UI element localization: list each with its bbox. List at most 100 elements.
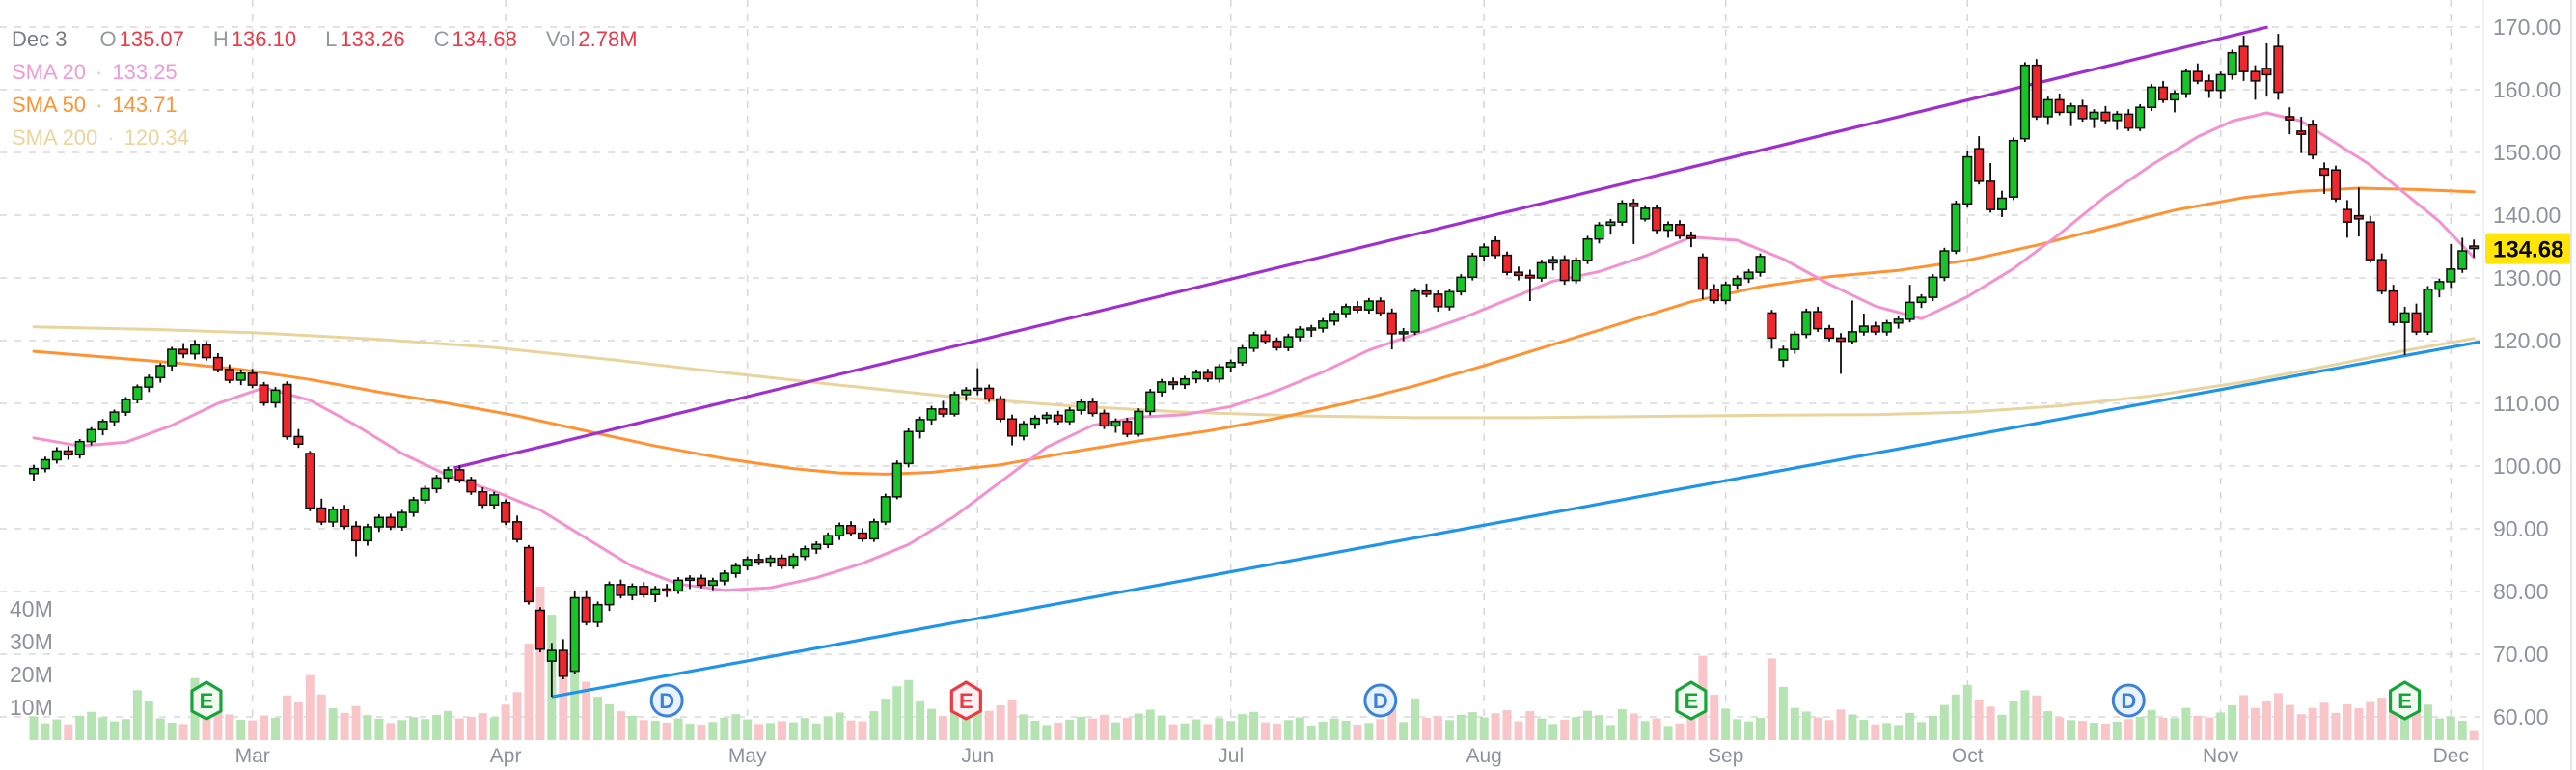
indicator-row-sma50[interactable]: SMA 50 · 143.71 <box>12 89 667 122</box>
last-price-tag[interactable] <box>2485 233 2570 264</box>
volume-bar <box>1663 726 1673 740</box>
candle-body <box>546 649 557 662</box>
volume-bar <box>374 718 384 740</box>
volume-bar <box>1007 699 1017 740</box>
candle-body <box>627 586 638 596</box>
candle-body <box>1996 197 2008 210</box>
volume-bar <box>2124 719 2133 740</box>
candle-body <box>235 372 246 381</box>
candle-body <box>2019 64 2030 140</box>
candle-body <box>97 421 108 431</box>
price-axis-label: 80.00 <box>2493 579 2549 604</box>
volume-bar <box>1710 695 1719 740</box>
candle-body <box>431 477 442 490</box>
volume-bar <box>2308 707 2317 740</box>
volume-bar <box>260 715 269 740</box>
indicator-row-sma20[interactable]: SMA 20 · 133.25 <box>12 56 667 89</box>
candle-body <box>742 559 753 567</box>
lower-support-line[interactable] <box>551 340 2480 699</box>
candle-body <box>1755 256 1766 273</box>
volume-bar <box>328 708 338 740</box>
volume-bar <box>167 722 177 740</box>
volume-bar <box>1790 707 1799 740</box>
volume-bar <box>2078 720 2088 740</box>
candle-body <box>1363 300 1374 311</box>
volume-bar <box>1054 722 1063 740</box>
earnings-badge[interactable] <box>949 680 982 721</box>
candle-body <box>1318 320 1329 329</box>
volume-bar <box>570 629 580 740</box>
volume-bar <box>1467 712 1477 740</box>
volume-bar <box>1122 717 1132 740</box>
month-label: Dec <box>2433 745 2469 767</box>
price-axis-label: 70.00 <box>2493 642 2549 667</box>
volume-bar <box>1376 719 1385 740</box>
volume-bar <box>1099 714 1109 740</box>
candle-body <box>2100 111 2111 122</box>
indicator-row-sma200[interactable]: SMA 200 · 120.34 <box>12 122 667 154</box>
candle-body <box>707 580 718 587</box>
volume-bar <box>1306 726 1316 740</box>
earnings-badge[interactable] <box>2388 680 2422 721</box>
sma200-value: 120.34 <box>123 125 189 150</box>
volume-bar <box>2343 703 2352 740</box>
candle-body <box>1629 202 1639 207</box>
earnings-badge[interactable] <box>190 680 223 721</box>
dividend-badge[interactable] <box>649 683 684 718</box>
candle-body <box>2353 214 2364 220</box>
dividend-badge[interactable] <box>1363 683 1398 718</box>
volume-bar <box>1997 714 2007 740</box>
volume-axis-label: 40M <box>10 596 53 621</box>
volume-bar <box>1813 717 1822 740</box>
high-label: H <box>212 27 229 51</box>
volume-bar <box>673 718 683 740</box>
candle-body <box>1202 371 1213 380</box>
volume-bar <box>282 695 291 740</box>
volume-bar <box>2170 718 2179 740</box>
earnings-badge[interactable] <box>1675 680 1708 721</box>
volume-bar <box>1088 718 1098 740</box>
candle-body <box>201 344 211 359</box>
candle-body <box>1720 284 1731 302</box>
candle-body <box>1951 203 1961 252</box>
candle-body <box>259 384 269 404</box>
upper-channel-line[interactable] <box>453 25 2268 470</box>
candle-body <box>754 559 764 564</box>
sma-50-line <box>32 186 2476 476</box>
volume-bar <box>1917 722 1927 740</box>
volume-bar <box>213 700 223 740</box>
volume-bar <box>1629 713 1638 740</box>
volume-bar <box>1364 723 1374 740</box>
volume-bar <box>961 704 971 740</box>
candle-body <box>1214 366 1224 380</box>
volume-bar <box>1387 707 1397 740</box>
volume-bar <box>2261 701 2271 740</box>
dividend-badge[interactable] <box>2111 683 2146 718</box>
volume-bar <box>1295 717 1304 740</box>
candle-body <box>1663 224 1674 232</box>
volume-bar <box>64 724 73 740</box>
volume-bar <box>869 711 879 740</box>
volume-bar <box>1192 719 1201 740</box>
volume-bar <box>1110 722 1120 740</box>
month-label: Jun <box>961 745 994 767</box>
candle-body <box>581 596 591 623</box>
candle-body <box>1858 325 1869 333</box>
candle-body <box>350 525 362 542</box>
candle-body <box>1905 301 1915 320</box>
candle-body <box>1939 250 1950 279</box>
candle-body <box>40 458 50 470</box>
volume-bar <box>454 718 464 740</box>
candle-body <box>1881 322 1892 333</box>
candle-body <box>2124 113 2134 129</box>
candle-body <box>74 440 85 456</box>
volume-bar <box>2273 693 2283 740</box>
candle-body <box>2238 45 2249 72</box>
candle-body <box>2112 113 2123 122</box>
candle-body <box>938 408 948 415</box>
candle-body <box>2008 139 2019 198</box>
candle-body <box>1536 261 1547 279</box>
volume-bar <box>501 704 510 740</box>
